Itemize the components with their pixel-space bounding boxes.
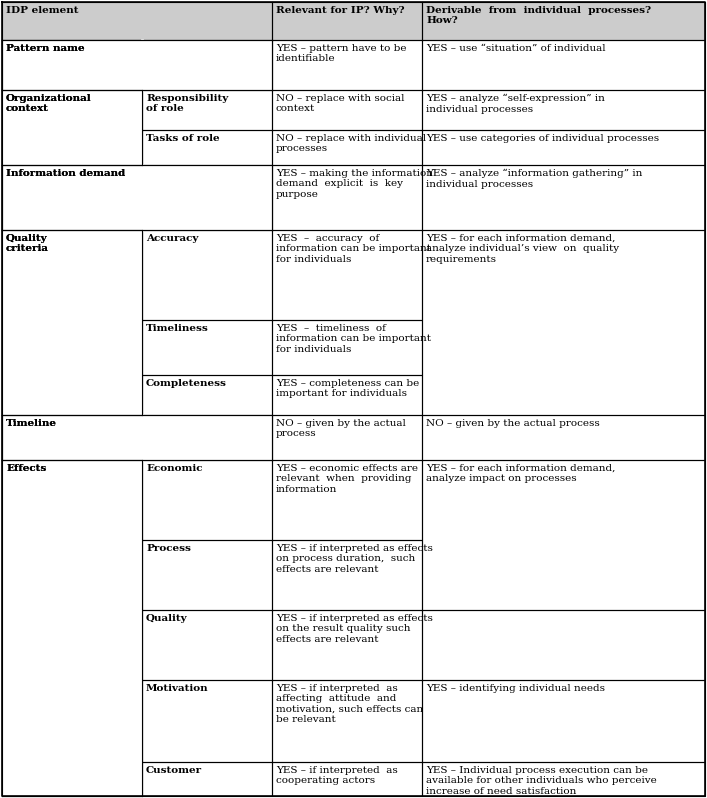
Text: YES – if interpreted as effects
on the result quality such
effects are relevant: YES – if interpreted as effects on the r… (276, 614, 433, 644)
Text: Timeliness: Timeliness (146, 324, 209, 333)
Bar (2, 460, 142, 796)
Text: Information demand: Information demand (6, 169, 125, 178)
Text: Derivable  from  individual  processes?
How?: Derivable from individual processes? How… (426, 6, 651, 26)
Text: Effects: Effects (6, 464, 46, 473)
Text: Information demand: Information demand (6, 169, 125, 178)
Text: Effects: Effects (6, 464, 46, 473)
Bar (2, 2, 272, 40)
Text: YES – if interpreted  as
cooperating actors: YES – if interpreted as cooperating acto… (276, 766, 398, 785)
Text: YES – Individual process execution can be
available for other individuals who pe: YES – Individual process execution can b… (426, 766, 657, 796)
Text: NO – replace with social
context: NO – replace with social context (276, 94, 404, 113)
Text: NO – given by the actual process: NO – given by the actual process (426, 419, 600, 428)
Text: Organizational
context: Organizational context (6, 94, 92, 113)
Bar (2, 165, 272, 230)
Text: YES – identifying individual needs: YES – identifying individual needs (426, 684, 605, 693)
Text: YES – if interpreted  as
affecting  attitude  and
motivation, such effects can
b: YES – if interpreted as affecting attitu… (276, 684, 423, 725)
Text: Motivation: Motivation (146, 684, 209, 693)
Text: Process: Process (146, 544, 191, 553)
Text: Customer: Customer (146, 766, 202, 775)
Text: Pattern name: Pattern name (6, 44, 85, 53)
Text: YES – analyze “information gathering” in
individual processes: YES – analyze “information gathering” in… (426, 169, 643, 189)
Text: Quality
criteria: Quality criteria (6, 234, 49, 254)
Text: Quality: Quality (146, 614, 187, 623)
Text: NO – given by the actual
process: NO – given by the actual process (276, 419, 406, 438)
Text: YES – making the information
demand  explicit  is  key
purpose: YES – making the information demand expl… (276, 169, 433, 199)
Text: Timeline: Timeline (6, 419, 57, 428)
Bar (2, 415, 272, 460)
Text: Economic: Economic (146, 464, 202, 473)
Text: YES  –  timeliness  of
information can be important
for individuals: YES – timeliness of information can be i… (276, 324, 431, 354)
Text: YES – pattern have to be
identifiable: YES – pattern have to be identifiable (276, 44, 407, 63)
Text: Completeness: Completeness (146, 379, 227, 388)
Text: Timeline: Timeline (6, 419, 57, 428)
Text: YES – use “situation” of individual: YES – use “situation” of individual (426, 44, 606, 53)
Bar (272, 2, 422, 40)
Text: YES – use categories of individual processes: YES – use categories of individual proce… (426, 134, 659, 143)
Text: YES  –  accuracy  of
information can be important
for individuals: YES – accuracy of information can be imp… (276, 234, 431, 264)
Text: YES – economic effects are
relevant  when  providing
information: YES – economic effects are relevant when… (276, 464, 418, 494)
Text: Accuracy: Accuracy (146, 234, 199, 243)
Text: YES – for each information demand,
analyze impact on processes: YES – for each information demand, analy… (426, 464, 615, 484)
Text: IDP element: IDP element (6, 6, 78, 15)
Text: Quality
criteria: Quality criteria (6, 234, 49, 254)
Text: Relevant for IP? Why?: Relevant for IP? Why? (276, 6, 404, 15)
Bar (2, 230, 142, 415)
Text: Organizational
context: Organizational context (6, 94, 92, 113)
Text: Tasks of role: Tasks of role (146, 134, 220, 143)
Bar (422, 2, 705, 40)
Bar (2, 40, 272, 90)
Text: YES – completeness can be
important for individuals: YES – completeness can be important for … (276, 379, 419, 398)
Text: NO – replace with individual
processes: NO – replace with individual processes (276, 134, 426, 153)
Text: YES – if interpreted as effects
on process duration,  such
effects are relevant: YES – if interpreted as effects on proce… (276, 544, 433, 574)
Text: Pattern name: Pattern name (6, 44, 85, 53)
Text: Responsibility
of role: Responsibility of role (146, 94, 228, 113)
Text: YES – for each information demand,
analyze individual’s view  on  quality
requir: YES – for each information demand, analy… (426, 234, 619, 264)
Bar (2, 90, 142, 165)
Text: YES – analyze “self-expression” in
individual processes: YES – analyze “self-expression” in indiv… (426, 94, 605, 114)
